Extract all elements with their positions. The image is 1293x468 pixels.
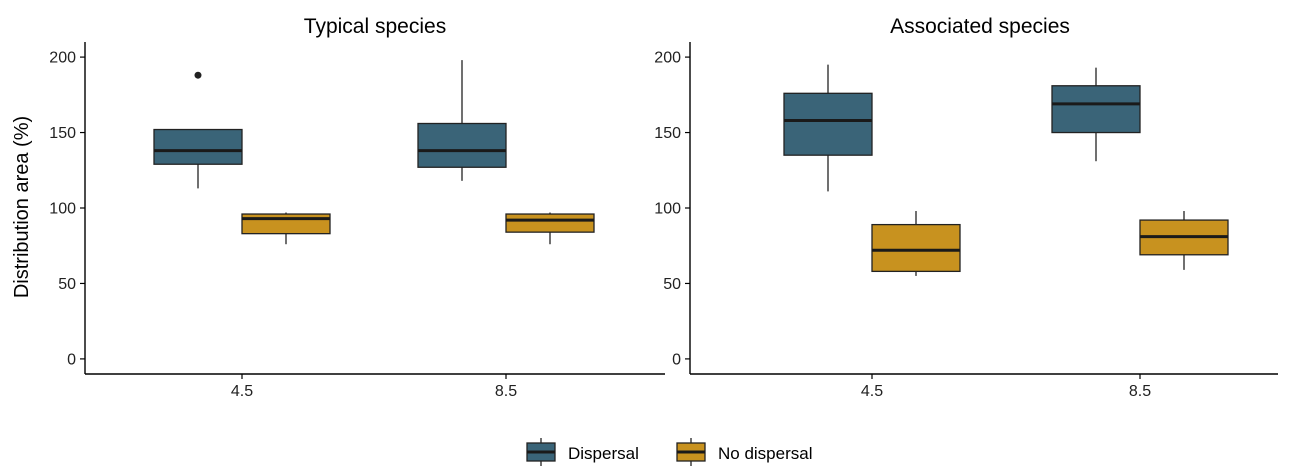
y-axis-label: Distribution area (%) xyxy=(11,116,33,298)
legend-label: Dispersal xyxy=(568,444,639,463)
legend-item-no-dispersal: No dispersal xyxy=(676,438,813,466)
panel-title: Associated species xyxy=(890,15,1070,38)
x-tick-label: 8.5 xyxy=(1129,383,1151,400)
y-tick-label: 150 xyxy=(654,125,681,142)
legend-label: No dispersal xyxy=(718,444,813,463)
panel-associated-species: Associated species 0 50 100 150 200 4.5 8.5 xyxy=(654,15,1278,400)
y-tick-label: 50 xyxy=(58,276,76,293)
y-tick-label: 100 xyxy=(654,201,681,218)
x-tick-label: 4.5 xyxy=(861,383,883,400)
panel-typical-species: Typical species 0 50 100 150 200 4.5 8.5 xyxy=(49,15,665,400)
legend: Dispersal No dispersal xyxy=(526,438,813,466)
panel-title: Typical species xyxy=(304,15,446,38)
box-no-dispersal xyxy=(241,213,331,235)
box-dispersal xyxy=(783,92,873,156)
box-no-dispersal xyxy=(871,223,961,273)
x-tick-label: 8.5 xyxy=(495,383,517,400)
box-dispersal xyxy=(1051,85,1141,134)
y-tick-label: 0 xyxy=(672,351,681,368)
y-tick-label: 0 xyxy=(67,351,76,368)
box-dispersal xyxy=(153,128,243,165)
legend-item-dispersal: Dispersal xyxy=(526,438,639,466)
box-dispersal xyxy=(417,122,507,168)
x-tick-label: 4.5 xyxy=(231,383,253,400)
outlier-point xyxy=(194,71,202,79)
y-tick-label: 50 xyxy=(663,276,681,293)
y-tick-label: 200 xyxy=(654,50,681,67)
y-tick-label: 200 xyxy=(49,50,76,67)
box-no-dispersal xyxy=(505,213,595,233)
y-tick-label: 150 xyxy=(49,125,76,142)
y-tick-label: 100 xyxy=(49,201,76,218)
